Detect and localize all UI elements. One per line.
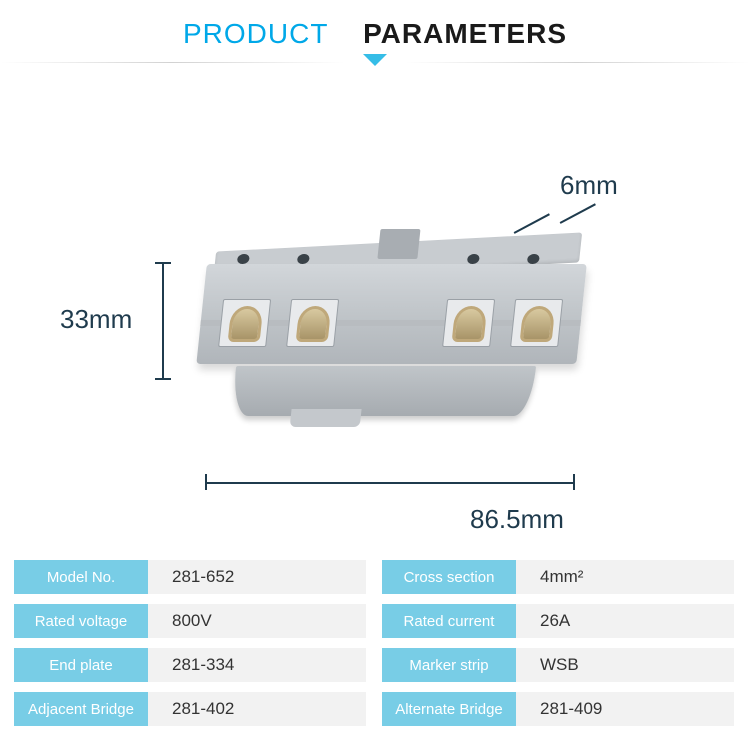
spec-value: 281-334: [148, 648, 366, 682]
dimension-tick: [155, 378, 171, 380]
spec-label: Cross section: [382, 560, 516, 594]
component-center-lug: [377, 229, 420, 259]
dimension-width-label: 86.5mm: [470, 504, 564, 535]
spec-label: Adjacent Bridge: [14, 692, 148, 726]
spec-label: End plate: [14, 648, 148, 682]
table-row: Alternate Bridge 281-409: [382, 692, 734, 726]
rail-clip: [290, 409, 362, 427]
rail-foot: [231, 366, 536, 416]
dimension-line-depth: [560, 203, 596, 223]
dimension-tick: [573, 474, 575, 490]
dimension-tick: [155, 262, 171, 264]
table-row: Rated current 26A: [382, 604, 734, 638]
dimension-line-depth: [514, 213, 550, 233]
terminal-block-render: [190, 234, 590, 424]
spec-value: 4mm²: [516, 560, 734, 594]
table-row: Marker strip WSB: [382, 648, 734, 682]
spec-value: 281-409: [516, 692, 734, 726]
spring-icon: [296, 306, 332, 342]
divider-line: [0, 62, 345, 63]
product-figure: 33mm 86.5mm 6mm: [0, 84, 750, 544]
spec-label: Alternate Bridge: [382, 692, 516, 726]
spring-icon: [520, 306, 556, 342]
spring-icon: [228, 306, 264, 342]
spec-value: 26A: [516, 604, 734, 638]
spec-label: Rated voltage: [14, 604, 148, 638]
dimension-height-label: 33mm: [60, 304, 132, 335]
spec-table: Model No. 281-652 Cross section 4mm² Rat…: [14, 560, 736, 726]
spring-icon: [452, 306, 488, 342]
chevron-down-icon: [363, 54, 387, 66]
spring-window: [442, 299, 495, 347]
dimension-tick: [205, 474, 207, 490]
header-divider: [0, 56, 750, 74]
spec-value: 281-402: [148, 692, 366, 726]
spec-value: 800V: [148, 604, 366, 638]
dimension-depth-label: 6mm: [560, 170, 618, 201]
table-row: Rated voltage 800V: [14, 604, 366, 638]
spec-value: WSB: [516, 648, 734, 682]
table-row: End plate 281-334: [14, 648, 366, 682]
spring-window: [286, 299, 339, 347]
spring-window: [510, 299, 563, 347]
header: PRODUCT PARAMETERS: [0, 0, 750, 74]
page-title: PRODUCT PARAMETERS: [0, 18, 750, 50]
spec-value: 281-652: [148, 560, 366, 594]
table-row: Model No. 281-652: [14, 560, 366, 594]
title-main: PARAMETERS: [363, 18, 567, 49]
dimension-line-height: [162, 262, 164, 380]
dimension-line-width: [205, 482, 575, 484]
spec-label: Marker strip: [382, 648, 516, 682]
spec-label: Model No.: [14, 560, 148, 594]
table-row: Cross section 4mm²: [382, 560, 734, 594]
spec-label: Rated current: [382, 604, 516, 638]
spring-window: [218, 299, 271, 347]
divider-line: [405, 62, 750, 63]
title-accent: PRODUCT: [183, 18, 328, 49]
table-row: Adjacent Bridge 281-402: [14, 692, 366, 726]
